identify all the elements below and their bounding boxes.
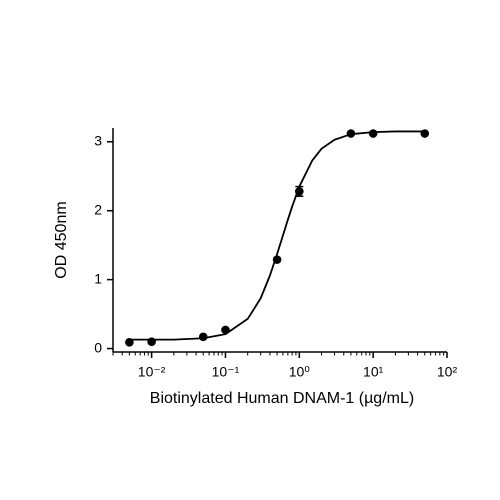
y-tick-label: 1	[94, 270, 102, 286]
y-tick-label: 3	[94, 132, 102, 148]
data-point	[147, 337, 156, 346]
data-point	[420, 129, 430, 138]
x-tick-label: 10⁻¹	[212, 364, 240, 380]
x-axis-title: Biotinylated Human DNAM-1 (µg/mL)	[150, 390, 414, 407]
y-tick-label: 0	[94, 339, 102, 355]
x-tick-label: 10⁻²	[138, 364, 166, 380]
y-axis-title: OD 450nm	[53, 201, 70, 278]
x-tick-label: 10²	[437, 364, 458, 380]
x-tick-label: 10¹	[363, 364, 384, 380]
data-point	[368, 129, 378, 138]
y-tick-label: 2	[94, 201, 102, 217]
fit-curve	[129, 130, 425, 341]
x-tick-label: 10⁰	[289, 364, 311, 380]
